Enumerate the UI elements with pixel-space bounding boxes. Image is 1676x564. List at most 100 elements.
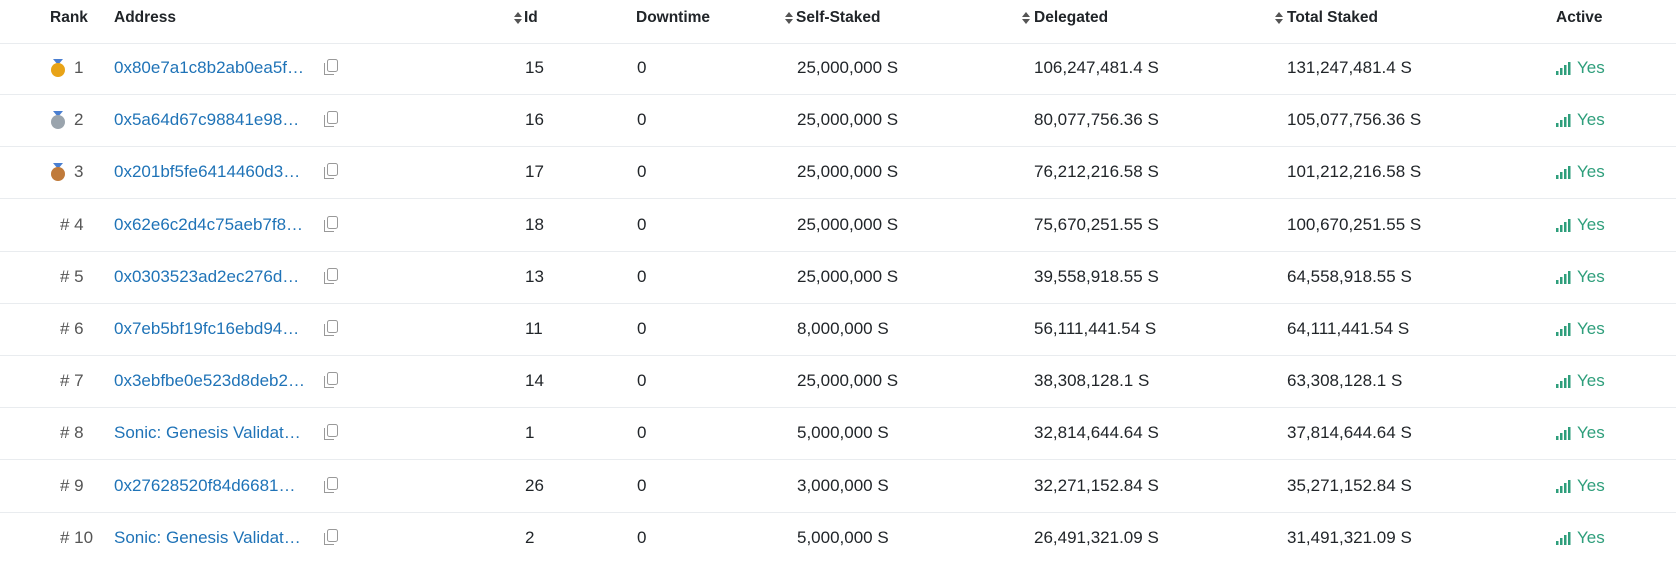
self-staked: 25,000,000 S bbox=[797, 58, 899, 77]
signal-icon bbox=[1556, 479, 1571, 493]
active-status: Yes bbox=[1577, 423, 1605, 443]
self-staked: 5,000,000 S bbox=[797, 527, 889, 547]
column-header: Rank bbox=[50, 9, 88, 26]
downtime: 0 bbox=[637, 527, 647, 547]
delegated: 80,077,756.36 S bbox=[1034, 110, 1159, 130]
divider bbox=[0, 251, 1676, 252]
column-header: Downtime bbox=[636, 9, 711, 26]
self-staked: 8,000,000 S bbox=[797, 319, 889, 338]
rank: # 10 bbox=[60, 527, 94, 547]
copy-icon[interactable] bbox=[323, 267, 339, 286]
rank: # 7 bbox=[60, 371, 84, 391]
address-link[interactable]: 0x5a64d67c98841e98… bbox=[114, 110, 300, 130]
downtime: 0 bbox=[637, 162, 647, 182]
sort-icon[interactable] bbox=[1274, 11, 1284, 25]
address-link[interactable]: 0x62e6c2d4c75aeb7f8… bbox=[114, 214, 304, 234]
column-header[interactable]: Total Staked bbox=[1287, 9, 1379, 26]
column-header: Active bbox=[1556, 9, 1603, 26]
signal-icon bbox=[1556, 531, 1571, 545]
rank: # 6 bbox=[60, 319, 84, 338]
id: 13 bbox=[525, 266, 544, 286]
rank: 1 bbox=[74, 58, 84, 77]
sort-icon[interactable] bbox=[1021, 11, 1031, 25]
delegated: 106,247,481.4 S bbox=[1034, 58, 1159, 77]
signal-icon bbox=[1556, 270, 1571, 284]
signal-icon bbox=[1556, 218, 1571, 232]
address-link[interactable]: 0x80e7a1c8b2ab0ea5f… bbox=[114, 58, 304, 77]
copy-icon[interactable] bbox=[323, 372, 339, 390]
address-link[interactable]: Sonic: Genesis Validat… bbox=[114, 527, 301, 547]
copy-icon[interactable] bbox=[323, 320, 339, 338]
divider bbox=[0, 43, 1676, 44]
signal-icon bbox=[1556, 166, 1571, 180]
divider bbox=[0, 355, 1676, 356]
address-link[interactable]: 0x0303523ad2ec276d… bbox=[114, 266, 300, 286]
active-status: Yes bbox=[1577, 371, 1605, 391]
rank: # 5 bbox=[60, 266, 84, 286]
downtime: 0 bbox=[637, 475, 647, 495]
address-link[interactable]: 0x27628520f84d6681… bbox=[114, 475, 296, 495]
rank: # 9 bbox=[60, 475, 84, 495]
column-header[interactable]: Id bbox=[524, 9, 538, 26]
active-status: Yes bbox=[1577, 58, 1605, 77]
address-link[interactable]: 0x7eb5bf19fc16ebd94… bbox=[114, 319, 300, 338]
active-status: Yes bbox=[1577, 214, 1605, 234]
address-link[interactable]: Sonic: Genesis Validat… bbox=[114, 423, 301, 443]
delegated: 38,308,128.1 S bbox=[1034, 371, 1150, 391]
total-staked: 101,212,216.58 S bbox=[1287, 162, 1422, 182]
id: 2 bbox=[525, 527, 535, 547]
total-staked: 64,111,441.54 S bbox=[1287, 319, 1410, 338]
rank: # 4 bbox=[60, 214, 84, 234]
copy-icon[interactable] bbox=[323, 163, 339, 181]
copy-icon[interactable] bbox=[323, 215, 339, 234]
medal-icon bbox=[51, 111, 65, 130]
copy-icon[interactable] bbox=[323, 424, 339, 442]
column-header: Address bbox=[114, 9, 177, 26]
id: 14 bbox=[525, 371, 544, 391]
total-staked: 64,558,918.55 S bbox=[1287, 266, 1412, 286]
self-staked: 25,000,000 S bbox=[797, 266, 899, 286]
address-link[interactable]: 0x201bf5fe6414460d3… bbox=[114, 162, 301, 182]
signal-icon bbox=[1556, 114, 1571, 128]
copy-icon[interactable] bbox=[323, 476, 339, 495]
active-status: Yes bbox=[1577, 266, 1605, 286]
divider bbox=[0, 198, 1676, 199]
downtime: 0 bbox=[637, 319, 647, 338]
delegated: 76,212,216.58 S bbox=[1034, 162, 1159, 182]
self-staked: 25,000,000 S bbox=[797, 214, 899, 234]
copy-icon[interactable] bbox=[323, 528, 339, 547]
copy-icon[interactable] bbox=[323, 111, 339, 129]
copy-icon[interactable] bbox=[323, 59, 339, 77]
delegated: 56,111,441.54 S bbox=[1034, 319, 1157, 338]
active-status: Yes bbox=[1577, 162, 1605, 182]
id: 15 bbox=[525, 58, 544, 77]
divider bbox=[0, 512, 1676, 513]
delegated: 39,558,918.55 S bbox=[1034, 266, 1159, 286]
column-header[interactable]: Delegated bbox=[1034, 9, 1109, 26]
signal-icon bbox=[1556, 375, 1571, 389]
self-staked: 25,000,000 S bbox=[797, 371, 899, 391]
rank: 2 bbox=[74, 110, 84, 130]
self-staked: 25,000,000 S bbox=[797, 162, 899, 182]
downtime: 0 bbox=[637, 423, 647, 443]
sort-icon[interactable] bbox=[784, 11, 794, 25]
active-status: Yes bbox=[1577, 475, 1605, 495]
address-link[interactable]: 0x3ebfbe0e523d8deb2… bbox=[114, 371, 305, 391]
divider bbox=[0, 459, 1676, 460]
total-staked: 131,247,481.4 S bbox=[1287, 58, 1412, 77]
total-staked: 35,271,152.84 S bbox=[1287, 475, 1412, 495]
total-staked: 63,308,128.1 S bbox=[1287, 371, 1403, 391]
sort-icon[interactable] bbox=[513, 11, 523, 25]
delegated: 32,814,644.64 S bbox=[1034, 423, 1159, 443]
column-header[interactable]: Self-Staked bbox=[796, 9, 881, 26]
total-staked: 100,670,251.55 S bbox=[1287, 214, 1422, 234]
id: 17 bbox=[525, 162, 544, 182]
downtime: 0 bbox=[637, 214, 647, 234]
active-status: Yes bbox=[1577, 527, 1605, 547]
divider bbox=[0, 146, 1676, 147]
medal-icon bbox=[51, 163, 65, 182]
id: 16 bbox=[525, 110, 544, 130]
medal-icon bbox=[51, 59, 65, 77]
total-staked: 37,814,644.64 S bbox=[1287, 423, 1412, 443]
